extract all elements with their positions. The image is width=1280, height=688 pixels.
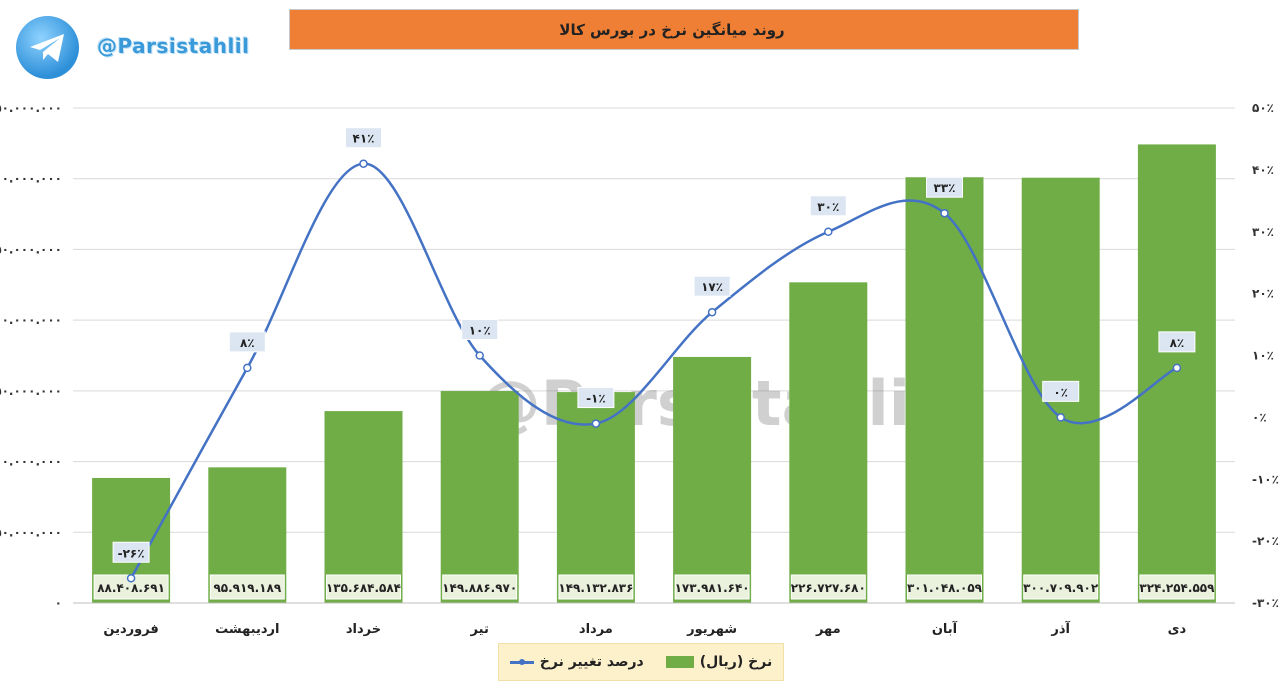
bar-value-label: ۳۰۱.۰۴۸.۰۵۹ xyxy=(907,581,983,595)
y-right-tick-label: ۱۰٪ xyxy=(1252,349,1274,363)
y-right-tick-label: -۳۰٪ xyxy=(1252,596,1279,610)
line-value-label: -۱٪ xyxy=(586,392,606,406)
x-tick-label: شهریور xyxy=(686,622,737,637)
y-right-tick-label: ۴۰٪ xyxy=(1252,163,1274,177)
y-left-tick-label: ۳۵۰.۰۰۰.۰۰۰ xyxy=(0,101,62,115)
chart-title-bar: روند میانگین نرخ در بورس کالا xyxy=(289,9,1079,50)
y-left-tick-label: ۵۰.۰۰۰.۰۰۰ xyxy=(0,525,62,539)
line-point xyxy=(707,307,717,317)
line-value-label: ۸٪ xyxy=(1170,336,1185,350)
line-label-box xyxy=(345,127,382,149)
line-point xyxy=(359,159,368,168)
legend-line-swatch xyxy=(509,658,534,665)
y-right-tick-label: -۲۰٪ xyxy=(1252,534,1279,548)
bar-value-label: ۱۴۹.۱۳۲.۸۳۶ xyxy=(558,581,633,595)
line-value-label: -۲۶٪ xyxy=(118,546,145,560)
y-left-tick-label: ۳۰۰.۰۰۰.۰۰۰ xyxy=(0,172,62,186)
bar-label-box xyxy=(1139,574,1215,600)
bar-label-box xyxy=(674,574,750,600)
legend-bar-label: نرخ (ریال) xyxy=(699,654,773,670)
line-point xyxy=(243,363,252,373)
y-right-tick-label: ۳۰٪ xyxy=(1252,225,1274,239)
y-right-tick-label: ۰٪ xyxy=(1252,410,1267,424)
x-tick-label: آذر xyxy=(1050,620,1070,637)
telegram-icon xyxy=(16,16,79,79)
legend-line-label: درصد تغییر نرخ xyxy=(539,654,644,670)
bar xyxy=(440,391,519,603)
y-left-tick-label: ۰ xyxy=(55,596,62,610)
bar xyxy=(789,282,868,603)
bar-value-label: ۸۸.۴۰۸.۶۹۱ xyxy=(97,581,165,595)
x-tick-label: تیر xyxy=(470,622,489,637)
bar-value-label: ۹۵.۹۱۹.۱۸۹ xyxy=(213,581,281,595)
line-label-box xyxy=(693,275,731,297)
bar xyxy=(324,411,403,603)
x-tick-label: اردیبهشت xyxy=(215,622,279,637)
y-left-tick-label: ۱۰۰.۰۰۰.۰۰۰ xyxy=(0,455,62,469)
line-value-label: ۳۳٪ xyxy=(934,181,956,195)
bar-label-box xyxy=(907,574,982,600)
x-tick-label: فروردین xyxy=(103,622,158,637)
line-label-box xyxy=(1158,331,1196,353)
line-label-box xyxy=(228,331,266,353)
line-label-box xyxy=(926,176,963,198)
bar xyxy=(1137,144,1216,603)
bar xyxy=(673,356,752,603)
bar xyxy=(905,177,984,603)
line-value-label: ۰٪ xyxy=(1053,385,1068,399)
x-tick-label: خرداد xyxy=(346,622,381,637)
channel-handle: @Parsistahlil xyxy=(97,34,250,58)
line-value-label: ۱۷٪ xyxy=(701,280,723,294)
line-label-box xyxy=(1042,380,1080,402)
chart-legend: درصد تغییر نرخ نرخ (ریال) xyxy=(498,643,784,681)
y-right-tick-label: ۵۰٪ xyxy=(1252,101,1274,115)
line-point xyxy=(591,419,601,428)
bar-value-label: ۲۲۶.۷۲۷.۶۸۰ xyxy=(791,581,866,595)
legend-bar-swatch xyxy=(665,656,694,668)
x-tick-label: دی xyxy=(1168,622,1187,637)
bar-label-box xyxy=(790,574,866,600)
legend-item-bar: نرخ (ریال) xyxy=(665,654,773,670)
line-point xyxy=(824,227,833,236)
bar-label-box xyxy=(442,574,518,600)
x-tick-label: مهر xyxy=(815,622,841,637)
y-right-tick-label: -۱۰٪ xyxy=(1252,472,1279,486)
line-point xyxy=(1056,413,1065,422)
bar-label-box xyxy=(1023,574,1099,600)
y-right-tick-label: ۲۰٪ xyxy=(1252,287,1274,301)
x-tick-label: مرداد xyxy=(579,622,613,637)
bar-value-label: ۱۴۹.۸۸۶.۹۷۰ xyxy=(442,581,517,595)
line-value-label: ۸٪ xyxy=(240,336,255,350)
y-left-tick-label: ۲۰۰.۰۰۰.۰۰۰ xyxy=(0,313,62,327)
legend-item-line: درصد تغییر نرخ xyxy=(509,654,644,670)
y-left-tick-label: ۱۵۰.۰۰۰.۰۰۰ xyxy=(0,384,62,398)
y-left-tick-label: ۲۵۰.۰۰۰.۰۰۰ xyxy=(0,242,62,256)
line-label-box xyxy=(461,319,499,340)
x-tick-label: آبان xyxy=(932,620,958,637)
line-label-box xyxy=(809,195,847,217)
line-point xyxy=(126,574,136,583)
line-value-label: ۱۰٪ xyxy=(469,324,491,338)
line-point xyxy=(475,351,484,360)
bar-label-box xyxy=(326,574,401,600)
bar-label-box xyxy=(209,574,285,600)
chart-title: روند میانگین نرخ در بورس کالا xyxy=(559,21,785,39)
line-value-label: ۳۰٪ xyxy=(817,200,839,214)
bar-value-label: ۳۲۴.۲۵۴.۵۵۹ xyxy=(1139,581,1215,595)
line-point xyxy=(940,208,949,218)
line-label-box xyxy=(577,387,615,409)
bar-value-label: ۱۳۵.۶۸۴.۵۸۴ xyxy=(326,581,401,595)
series-line-rate-change xyxy=(130,162,1178,579)
line-value-label: ۴۱٪ xyxy=(353,132,375,146)
bar-value-label: ۳۰۰.۷۰۹.۹۰۲ xyxy=(1023,581,1099,595)
bar-value-label: ۱۷۳.۹۸۱.۶۴۰ xyxy=(675,581,750,595)
line-point xyxy=(1172,363,1182,373)
line-label-box xyxy=(112,541,150,563)
bar-label-box xyxy=(558,574,634,600)
